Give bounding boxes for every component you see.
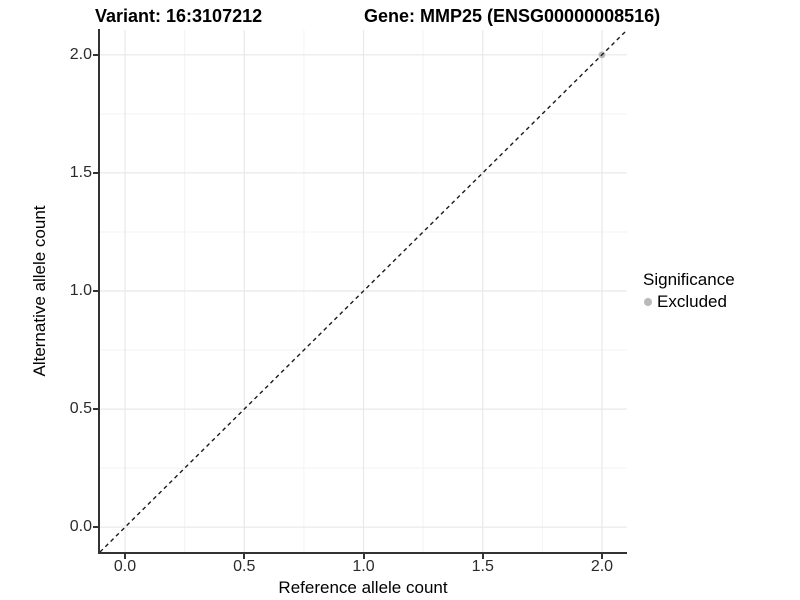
y-tick-label: 1.5	[69, 163, 92, 181]
legend-key	[641, 295, 655, 309]
plot-title-gene: Gene: MMP25 (ENSG00000008516)	[364, 6, 661, 26]
x-tick-label: 0.5	[233, 558, 256, 575]
x-tick-label: 0.0	[113, 558, 137, 575]
y-axis-tick	[93, 290, 98, 292]
x-axis-tick	[362, 554, 365, 559]
plot-area-svg	[100, 30, 627, 552]
y-tick-label: 0.0	[69, 518, 92, 536]
legend-entry: Excluded	[641, 292, 735, 312]
legend-entries: Excluded	[641, 292, 735, 312]
x-axis-tick	[243, 554, 246, 559]
x-axis-tick	[600, 554, 603, 559]
y-tick-label: 2.0	[69, 45, 92, 63]
y-tick-label: 0.5	[69, 400, 92, 418]
x-tick-label: 2.0	[590, 558, 614, 575]
legend-title: Significance	[643, 270, 735, 289]
identity-dashed-line	[100, 30, 627, 552]
y-axis-title: Alternative allele count	[30, 205, 49, 377]
legend-entry-label: Excluded	[657, 292, 727, 311]
legend: Significance Excluded	[641, 270, 735, 312]
x-tick-label: 1.0	[352, 558, 375, 575]
y-axis-tick	[93, 526, 98, 529]
plot-title-variant: Variant: 16:3107212	[95, 6, 263, 26]
y-axis-line	[98, 29, 100, 554]
x-tick-label: 1.5	[471, 558, 494, 575]
y-axis-tick	[93, 171, 98, 174]
x-axis-line	[98, 552, 627, 554]
y-tick-label: 1.0	[69, 282, 92, 299]
x-axis-tick	[481, 554, 484, 559]
legend-point-icon	[644, 298, 652, 306]
x-axis-title: Reference allele count	[278, 578, 448, 597]
plot-panel	[100, 30, 627, 552]
y-axis-tick	[93, 53, 98, 56]
y-axis-tick	[93, 408, 98, 411]
x-axis-tick	[124, 554, 127, 559]
